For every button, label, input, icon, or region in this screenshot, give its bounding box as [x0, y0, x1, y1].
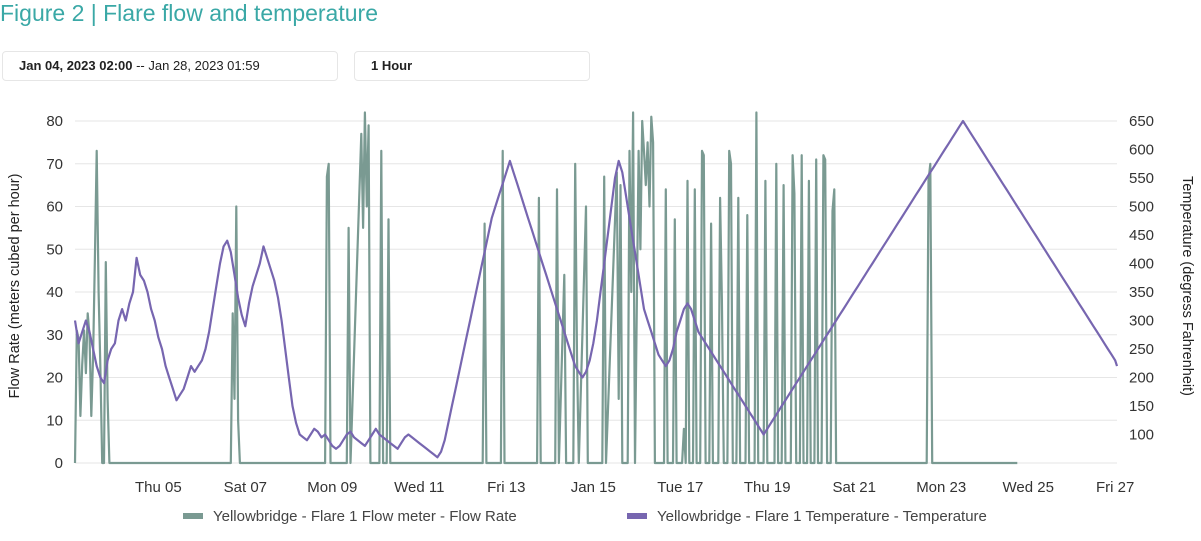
y-left-tick-label: 30: [46, 327, 63, 344]
range-end: Jan 28, 2023 01:59: [148, 58, 260, 73]
y-right-tick-label: 500: [1129, 199, 1154, 216]
range-start: Jan 04, 2023 02:00: [19, 58, 133, 73]
interval-selector[interactable]: 1 Hour: [354, 51, 590, 81]
y-right-tick-label: 650: [1129, 113, 1154, 130]
x-tick-label: Thu 05: [135, 479, 182, 496]
y-axis-right: 100 150 200 250 300 350 400 450 500 550 600 650: [1129, 113, 1154, 444]
y-right-tick-label: 150: [1129, 398, 1154, 415]
x-tick-label: Sat 07: [224, 479, 267, 496]
y-left-tick-label: 40: [46, 284, 63, 301]
y-axis-left: 0 10 20 30 40 50 60 70 80: [46, 113, 63, 472]
interval-value: 1 Hour: [371, 58, 413, 73]
y-left-tick-label: 50: [46, 241, 63, 258]
plot-area: [73, 111, 1119, 465]
legend-swatch-flow-rate: [183, 513, 203, 519]
y-axis-right-label: Temperature (degress Fahrenheit): [1179, 176, 1195, 396]
y-left-tick-label: 0: [55, 455, 63, 472]
x-tick-label: Sat 21: [833, 479, 876, 496]
y-right-tick-label: 100: [1129, 427, 1154, 444]
y-left-tick-label: 20: [46, 370, 63, 387]
y-right-tick-label: 600: [1129, 142, 1154, 159]
y-right-tick-label: 350: [1129, 284, 1154, 301]
range-separator: --: [132, 58, 149, 73]
y-left-tick-label: 80: [46, 113, 63, 130]
y-right-tick-label: 250: [1129, 341, 1154, 358]
y-right-tick-label: 200: [1129, 370, 1154, 387]
y-left-tick-label: 10: [46, 412, 63, 429]
x-axis: Thu 05 Sat 07 Mon 09 Wed 11 Fri 13 Jan 15 Tue …: [135, 479, 1134, 496]
y-right-tick-label: 550: [1129, 170, 1154, 187]
x-tick-label: Mon 23: [916, 479, 966, 496]
series-line-temperature: [73, 119, 1119, 459]
y-right-tick-label: 400: [1129, 256, 1154, 273]
y-axis-left-label: Flow Rate (meters cubed per hour): [7, 174, 23, 399]
x-tick-label: Fri 13: [487, 479, 525, 496]
x-tick-label: Fri 27: [1096, 479, 1134, 496]
y-left-tick-label: 70: [46, 156, 63, 173]
legend-label-temperature: Yellowbridge - Flare 1 Temperature - Tem…: [657, 508, 987, 525]
series-line-flow-rate: [73, 111, 1018, 465]
y-right-tick-label: 450: [1129, 227, 1154, 244]
figure-title: Figure 2 | Flare flow and temperature: [0, 0, 378, 26]
y-left-tick-label: 60: [46, 199, 63, 216]
x-tick-label: Mon 09: [307, 479, 357, 496]
y-right-tick-label: 300: [1129, 313, 1154, 330]
legend-swatch-temperature: [627, 513, 647, 519]
legend-label-flow-rate: Yellowbridge - Flare 1 Flow meter - Flow…: [213, 508, 517, 525]
legend: Yellowbridge - Flare 1 Flow meter - Flow…: [183, 508, 987, 525]
x-tick-label: Wed 11: [394, 479, 444, 496]
date-range-picker[interactable]: Jan 04, 2023 02:00 -- Jan 28, 2023 01:59: [2, 51, 338, 81]
x-tick-label: Thu 19: [744, 479, 791, 496]
x-tick-label: Jan 15: [571, 479, 616, 496]
x-tick-label: Tue 17: [657, 479, 703, 496]
x-tick-label: Wed 25: [1002, 479, 1053, 496]
